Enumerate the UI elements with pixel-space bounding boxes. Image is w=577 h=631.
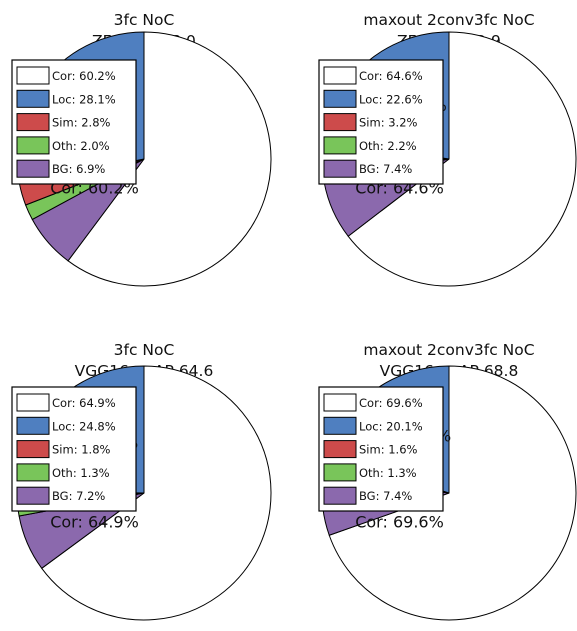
pie-slice-cor [347, 31, 577, 287]
legend-entry-oth: Oth: 2.2% [359, 139, 417, 153]
legend-entry-cor: Cor: 64.9% [52, 396, 116, 410]
chart-title: 3fc NoC [114, 11, 175, 29]
legend: Cor: 69.6% Loc: 20.1% Sim: 1.6% Oth: 1.3% BG… [318, 386, 444, 512]
pie-slice-cor [328, 365, 577, 621]
legend-entry-sim: Sim: 1.8% [52, 443, 111, 457]
pie-panel-1: 3fc NoCZF, mAP 58.0Loc: 28.1%Cor: 60.2%C… [11, 11, 272, 287]
chart-title: maxout 2conv3fc NoC [363, 341, 534, 359]
legend-swatch-bg [16, 159, 50, 178]
legend-entry-bg: BG: 7.2% [52, 489, 105, 503]
legend-entry-cor: Cor: 69.6% [359, 396, 423, 410]
legend-entry-loc: Loc: 24.8% [52, 419, 116, 433]
legend-entry-bg: BG: 6.9% [52, 162, 105, 176]
pie-slice-cor [41, 365, 272, 621]
legend-entry-cor: Cor: 60.2% [52, 69, 116, 83]
pie-slice-cor [67, 31, 272, 287]
slice-label-cor: Cor: 64.9% [50, 513, 139, 532]
legend-entry-bg: BG: 7.4% [359, 162, 412, 176]
legend-swatch-sim [16, 440, 50, 459]
legend-swatch-oth [323, 463, 357, 482]
legend-entry-loc: Loc: 20.1% [359, 419, 423, 433]
legend-swatch-loc [323, 416, 357, 435]
legend-swatch-loc [16, 416, 50, 435]
legend-swatch-oth [323, 136, 357, 155]
legend-entry-cor: Cor: 64.6% [359, 69, 423, 83]
legend-entry-loc: Loc: 28.1% [52, 92, 116, 106]
legend-swatch-bg [323, 159, 357, 178]
legend-entry-sim: Sim: 1.6% [359, 443, 418, 457]
legend-swatch-cor [16, 66, 50, 85]
legend: Cor: 64.6% Loc: 22.6% Sim: 3.2% Oth: 2.2% BG… [318, 59, 444, 185]
chart-title: maxout 2conv3fc NoC [363, 11, 534, 29]
legend-swatch-cor [323, 66, 357, 85]
legend-swatch-bg [323, 486, 357, 505]
legend-swatch-sim [323, 113, 357, 132]
chart-title: 3fc NoC [114, 341, 175, 359]
legend-entry-oth: Oth: 1.3% [52, 466, 110, 480]
legend: Cor: 60.2% Loc: 28.1% Sim: 2.8% Oth: 2.0% BG… [11, 59, 137, 185]
legend-entry-sim: Sim: 2.8% [52, 116, 111, 130]
legend-entry-loc: Loc: 22.6% [359, 92, 423, 106]
legend-swatch-cor [323, 393, 357, 412]
slice-label-cor: Cor: 69.6% [355, 513, 444, 532]
legend-swatch-loc [16, 89, 50, 108]
legend-entry-bg: BG: 7.4% [359, 489, 412, 503]
legend-swatch-sim [323, 440, 357, 459]
legend-entry-oth: Oth: 2.0% [52, 139, 110, 153]
legend-swatch-oth [16, 463, 50, 482]
legend-swatch-sim [16, 113, 50, 132]
legend-swatch-oth [16, 136, 50, 155]
legend-swatch-bg [16, 486, 50, 505]
legend-entry-sim: Sim: 3.2% [359, 116, 418, 130]
legend-swatch-loc [323, 89, 357, 108]
legend-entry-oth: Oth: 1.3% [359, 466, 417, 480]
legend-swatch-cor [16, 393, 50, 412]
pie-panel-2: maxout 2conv3fc NoCZF, mAP 62.9Loc: 22.6… [318, 11, 577, 287]
legend: Cor: 64.9% Loc: 24.8% Sim: 1.8% Oth: 1.3% BG… [11, 386, 137, 512]
